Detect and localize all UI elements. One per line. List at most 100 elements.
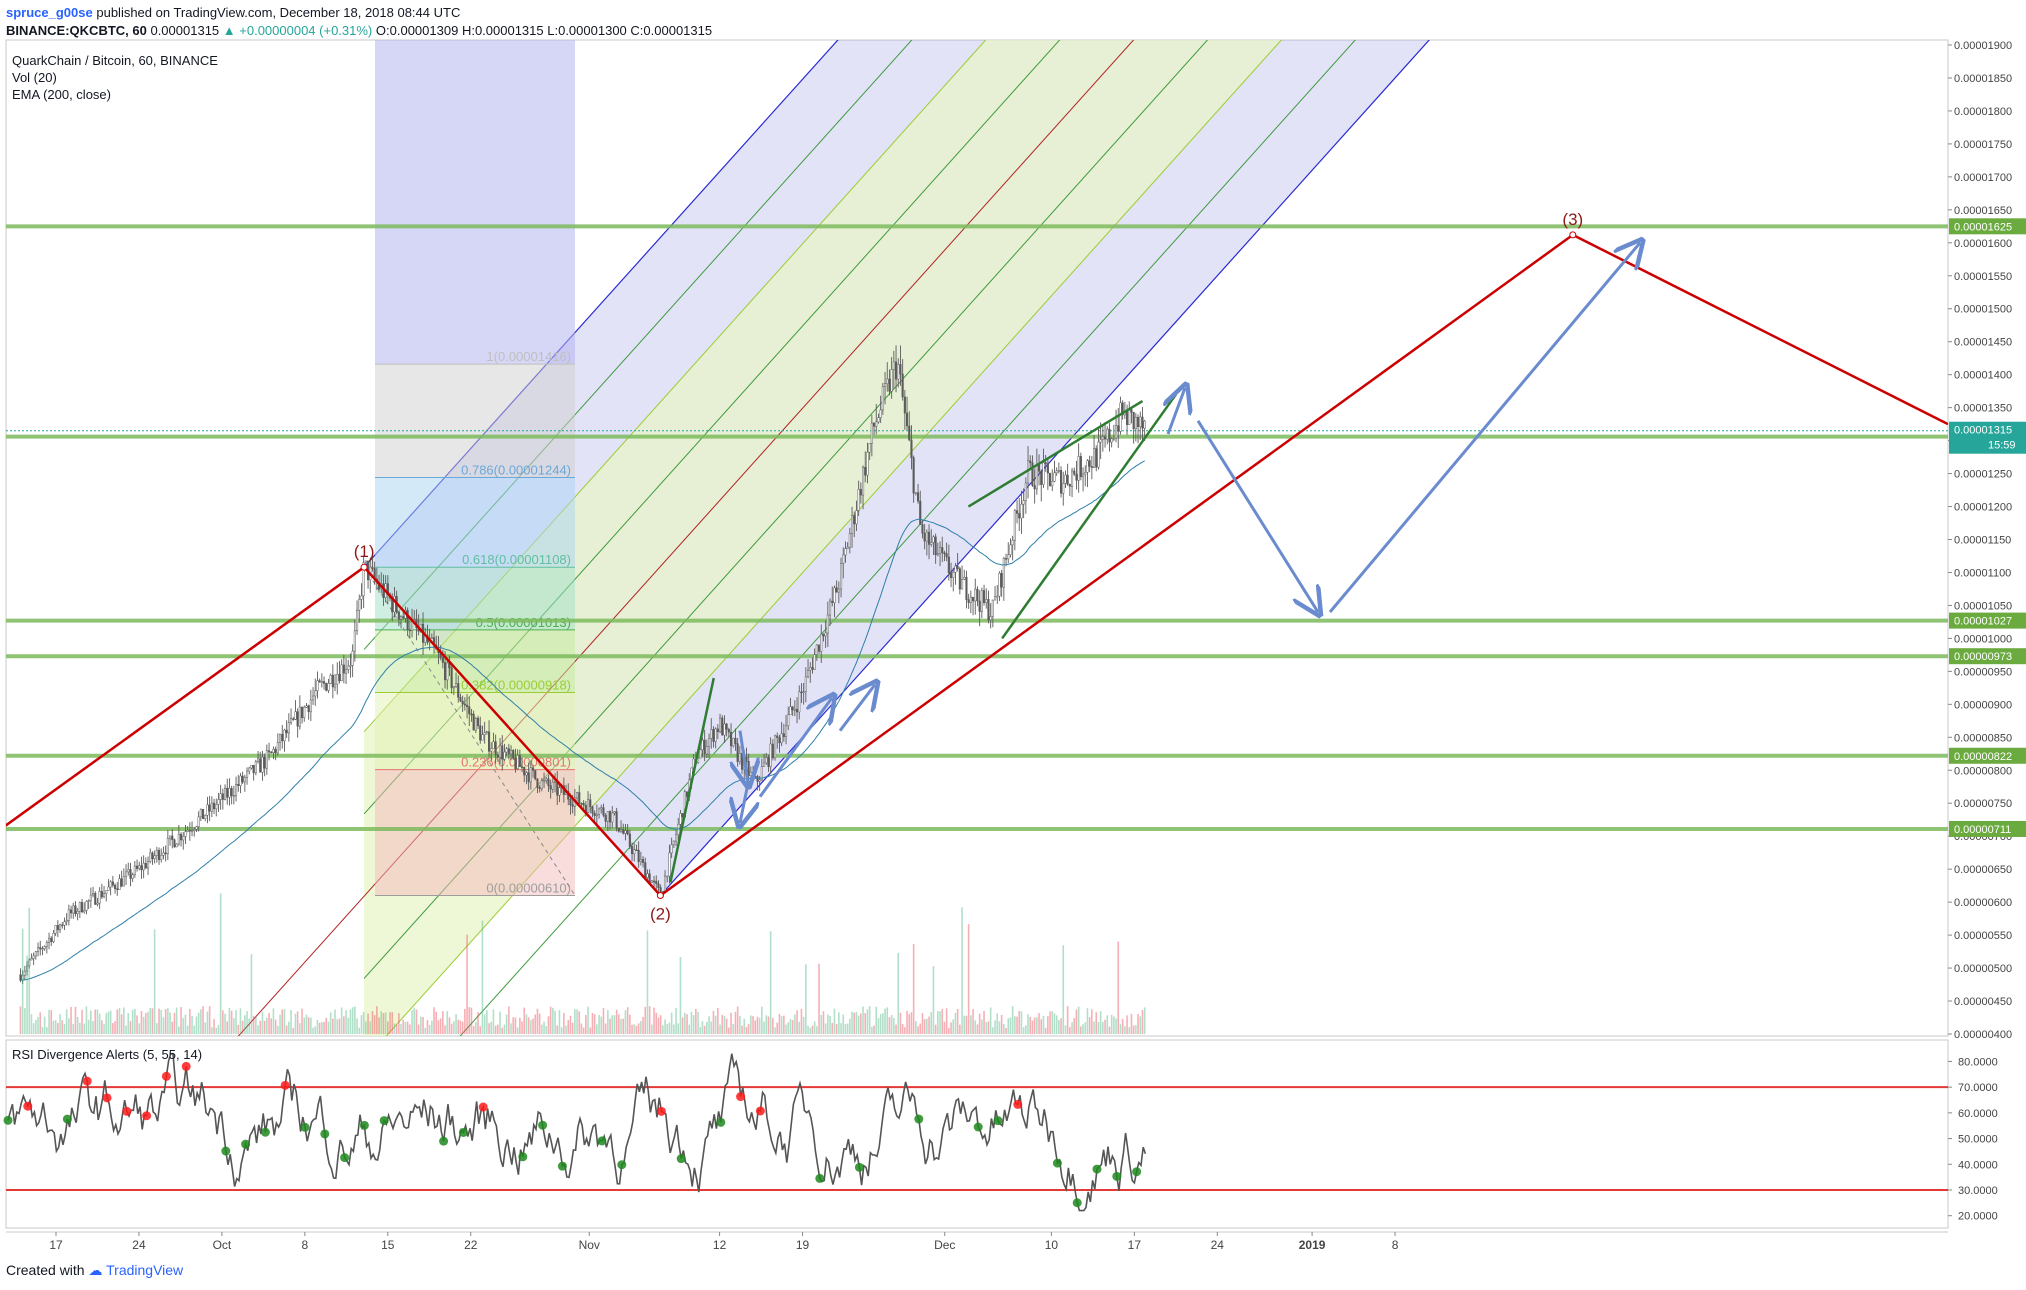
- volume-bar: [897, 952, 900, 1034]
- candle-body: [837, 588, 840, 593]
- candle-body: [215, 804, 218, 810]
- volume-bar: [1095, 1012, 1098, 1034]
- candle-body: [657, 883, 660, 888]
- price-tick-label: 0.00001900: [1954, 40, 2012, 52]
- volume-bar: [1025, 1025, 1027, 1034]
- volume-bar: [323, 1021, 325, 1034]
- rsi-bearish-alert: [181, 1061, 191, 1071]
- volume-bar: [959, 1024, 961, 1034]
- candle-body: [1049, 472, 1052, 486]
- volume-bar: [796, 1010, 798, 1034]
- candle-body: [197, 816, 200, 827]
- candle-body: [261, 757, 264, 773]
- volume-bar: [945, 1008, 948, 1034]
- time-tick-label: 12: [713, 1238, 727, 1252]
- candle-body: [118, 878, 121, 890]
- volume-bar: [554, 1010, 556, 1034]
- author-link[interactable]: spruce_g00se: [6, 5, 93, 20]
- volume-bar: [886, 1007, 889, 1034]
- volume-bar: [1027, 1014, 1029, 1034]
- rsi-pane[interactable]: [3, 1039, 1949, 1229]
- volume-bar: [675, 1008, 677, 1034]
- candle-body: [752, 771, 755, 777]
- volume-bar: [314, 1026, 317, 1034]
- volume-bar: [871, 1026, 873, 1034]
- volume-bar: [39, 1012, 42, 1034]
- volume-bar: [279, 1014, 281, 1034]
- candle-body: [496, 754, 499, 758]
- volume-bar: [976, 1024, 979, 1034]
- volume-bar: [732, 1023, 735, 1034]
- candle-body: [265, 750, 268, 769]
- brand-link[interactable]: TradingView: [106, 1262, 184, 1278]
- rsi-bullish-alert: [1092, 1164, 1102, 1174]
- volume-bar: [681, 1017, 684, 1034]
- rsi-bearish-alert: [82, 1076, 92, 1086]
- volume-bar: [376, 1006, 378, 1034]
- candle-body: [754, 776, 757, 778]
- candle-body: [158, 849, 161, 861]
- candle-body: [826, 614, 829, 634]
- volume-bar: [763, 1021, 765, 1034]
- candle-body: [1073, 470, 1076, 475]
- candle-body: [811, 667, 814, 670]
- candle-body: [732, 737, 735, 747]
- volume-bar: [406, 1021, 409, 1034]
- volume-bar: [664, 1019, 666, 1034]
- volume-bar: [224, 1013, 226, 1034]
- volume-bar: [72, 1023, 75, 1034]
- last-price-tag: [1949, 421, 2026, 454]
- volume-bar: [266, 1017, 268, 1034]
- volume-bar: [978, 1013, 981, 1034]
- candle-body: [206, 804, 209, 816]
- volume-bar: [468, 1007, 471, 1034]
- candle-body: [538, 787, 541, 789]
- volume-bar: [1011, 1006, 1014, 1034]
- volume-bar: [527, 1017, 530, 1034]
- time-tick-label: 17: [49, 1238, 63, 1252]
- candle-body: [259, 758, 262, 773]
- rsi-bullish-alert: [716, 1117, 726, 1127]
- wave-point: [1569, 231, 1577, 239]
- candle-body: [972, 596, 975, 602]
- candle-body: [78, 902, 81, 912]
- time-tick-label: 17: [1128, 1238, 1142, 1252]
- candle-body: [626, 830, 629, 835]
- candle-body: [19, 974, 22, 981]
- volume-bar: [470, 1007, 473, 1034]
- candle-body: [551, 782, 554, 790]
- candle-body: [642, 859, 645, 863]
- rsi-bullish-alert: [3, 1115, 13, 1125]
- rsi-tick-label: 80.0000: [1958, 1056, 1998, 1068]
- volume-bar: [928, 1016, 930, 1034]
- volume-bar: [404, 1022, 407, 1034]
- rsi-line: [7, 1052, 1147, 1212]
- volume-bar: [35, 1019, 37, 1034]
- volume-bar: [673, 1024, 675, 1034]
- volume-bar: [158, 1008, 160, 1034]
- volume-bar: [563, 1013, 565, 1034]
- rsi-tick-label: 30.0000: [1958, 1185, 1998, 1197]
- main-price-pane[interactable]: 1(0.00001416) 0.786(0.00001244) 0.618(0.00…: [0, 0, 1949, 1290]
- volume-bar: [437, 1020, 440, 1034]
- candle-body: [609, 811, 612, 823]
- candle-body: [393, 596, 396, 613]
- candle-body: [171, 835, 174, 841]
- volume-bar: [1053, 1013, 1056, 1034]
- volume-bar: [464, 1008, 466, 1034]
- volume-bar: [239, 1008, 242, 1034]
- candle-body: [930, 542, 933, 545]
- volume-bar: [160, 1009, 163, 1034]
- time-tick-label: 19: [796, 1238, 810, 1252]
- volume-bar: [629, 1014, 631, 1034]
- volume-bar: [785, 1024, 787, 1034]
- rsi-bearish-alert: [280, 1080, 290, 1090]
- volume-bar: [657, 1017, 660, 1034]
- candle-body: [613, 811, 616, 814]
- candle-body: [903, 396, 906, 414]
- volume-bar: [637, 1023, 640, 1034]
- volume-bar: [1124, 1026, 1126, 1034]
- tradingview-logo-icon: ☁: [88, 1262, 103, 1278]
- volume-bar: [208, 1006, 211, 1034]
